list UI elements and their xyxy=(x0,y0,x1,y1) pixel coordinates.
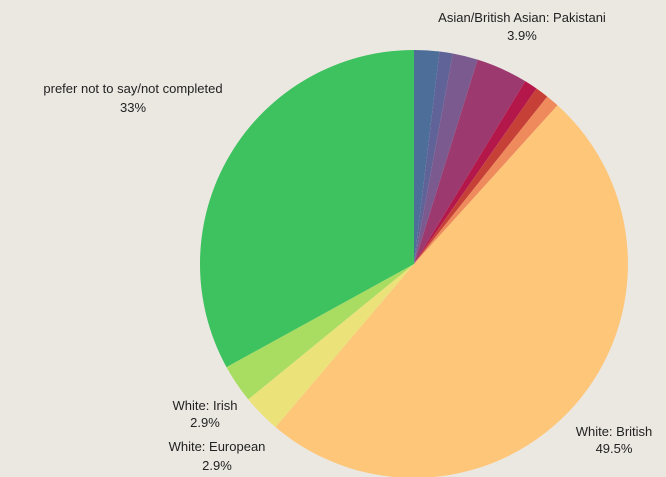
pie-slice-0 xyxy=(414,49,440,264)
label-prefer-not-to-say-pct: 33% xyxy=(120,100,146,115)
label-white-irish-name: White: Irish xyxy=(172,398,237,413)
pie-slice-1 xyxy=(414,51,453,264)
pie-slice-4 xyxy=(414,81,537,265)
label-prefer-not-to-say-name: prefer not to say/not completed xyxy=(43,81,222,96)
label-pakistani: Asian/British Asian: Pakistani 3.9% xyxy=(438,10,606,43)
pie-slice-9 xyxy=(226,264,414,400)
pie-slice-10 xyxy=(199,50,414,368)
label-pakistani-name: Asian/British Asian: Pakistani xyxy=(438,10,606,25)
label-white-european-pct: 2.9% xyxy=(202,458,232,473)
pie-slice-7 xyxy=(275,105,628,477)
label-white-british-name: White: British xyxy=(576,424,653,439)
pie-slice-2 xyxy=(414,53,478,264)
label-white-european: White: European 2.9% xyxy=(169,439,266,473)
label-white-british-pct: 49.5% xyxy=(596,441,633,456)
pie-slice-5 xyxy=(414,88,548,264)
label-pakistani-pct: 3.9% xyxy=(507,28,537,43)
pie-slice-6 xyxy=(414,96,558,264)
pie-slices xyxy=(199,49,628,477)
label-white-european-name: White: European xyxy=(169,439,266,454)
label-white-british: White: British 49.5% xyxy=(576,424,653,456)
label-prefer-not-to-say: prefer not to say/not completed 33% xyxy=(43,81,222,115)
pie-slice-3 xyxy=(414,59,526,264)
label-white-irish: White: Irish 2.9% xyxy=(172,398,237,430)
label-white-irish-pct: 2.9% xyxy=(190,415,220,430)
pie-slice-8 xyxy=(248,264,414,428)
